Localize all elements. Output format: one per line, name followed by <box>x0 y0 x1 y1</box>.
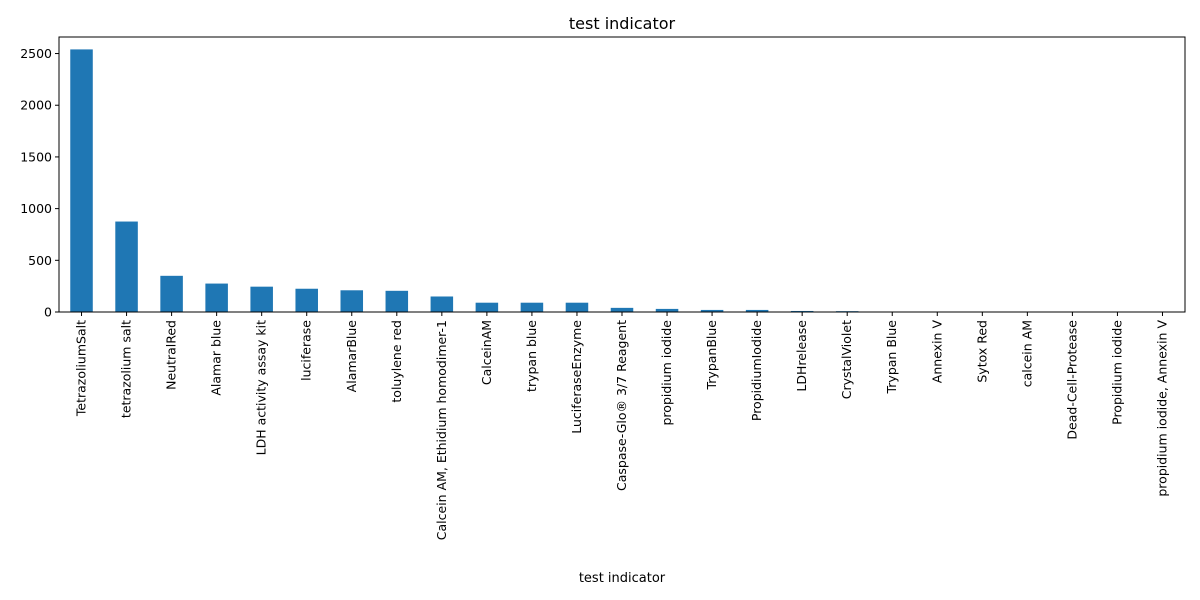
x-tick-label-23: Propidium iodide <box>1109 320 1124 425</box>
x-tick-label-6: AlamarBlue <box>344 320 359 393</box>
bar-8 <box>430 296 454 312</box>
x-tick-label-24: propidium iodide, Annexin V <box>1154 320 1169 497</box>
x-tick-label-5: luciferase <box>299 320 314 381</box>
x-tick-label-0: TetrazoliumSalt <box>74 320 89 417</box>
bar-16 <box>790 310 814 312</box>
bar-6 <box>340 290 364 312</box>
x-tick-label-12: Caspase-Glo® 3/7 Reagent <box>614 320 629 491</box>
plot-frame <box>58 36 1186 313</box>
x-tick-label-18: Trypan Blue <box>884 320 899 395</box>
x-tick-label-22: Dead-Cell-Protease <box>1064 320 1079 440</box>
bar-0 <box>70 49 93 312</box>
x-tick-label-8: Calcein AM, Ethidium homodimer-1 <box>434 320 449 540</box>
x-tick-label-19: Annexin V <box>929 320 944 384</box>
x-tick-label-1: tetrazolium salt <box>119 320 134 418</box>
x-axis-label: test indicator <box>579 571 666 586</box>
x-tick-label-2: NeutralRed <box>164 320 179 390</box>
bar-1 <box>115 221 138 312</box>
bars-group <box>70 49 1174 312</box>
x-tick-label-10: trypan blue <box>524 320 539 392</box>
x-tick-label-21: calcein AM <box>1019 320 1034 387</box>
x-tick-label-3: Alamar blue <box>209 320 224 396</box>
bar-14 <box>700 309 724 312</box>
x-tick-label-9: CalceinAM <box>479 320 494 385</box>
bar-5 <box>295 288 318 312</box>
x-tick-label-15: PropidiumIodide <box>749 320 764 421</box>
bar-7 <box>385 290 409 312</box>
bar-10 <box>520 302 544 312</box>
x-tick-label-4: LDH activity assay kit <box>254 320 269 455</box>
bar-15 <box>745 309 769 312</box>
bar-9 <box>475 302 499 312</box>
chart-title: test indicator <box>569 14 676 33</box>
y-tick-label-4: 2000 <box>20 98 52 113</box>
y-axis: 0 500 1000 1500 2000 2500 <box>20 46 59 320</box>
y-tick-label-1: 500 <box>28 253 52 268</box>
bar-2 <box>160 275 183 312</box>
x-tick-label-13: propidium iodide <box>659 320 674 426</box>
x-tick-label-11: LuciferaseEnzyme <box>569 320 584 434</box>
x-axis: TetrazoliumSalt tetrazolium salt NeutralRe… <box>74 312 1169 540</box>
bar-11 <box>565 302 589 312</box>
y-tick-label-3: 1500 <box>20 149 52 164</box>
bar-3 <box>205 283 228 312</box>
y-tick-label-0: 0 <box>44 305 52 320</box>
x-tick-label-16: LDHrelease <box>794 320 809 392</box>
y-tick-label-5: 2500 <box>20 46 52 61</box>
x-tick-label-14: TrypanBlue <box>704 320 719 391</box>
bar-4 <box>250 286 273 312</box>
x-tick-label-20: Sytox Red <box>974 320 989 383</box>
x-tick-label-7: toluylene red <box>389 320 404 403</box>
bar-12 <box>610 307 634 312</box>
bar-13 <box>655 308 679 312</box>
y-tick-label-2: 1000 <box>20 201 52 216</box>
x-tick-label-17: CrystalViolet <box>839 320 854 399</box>
